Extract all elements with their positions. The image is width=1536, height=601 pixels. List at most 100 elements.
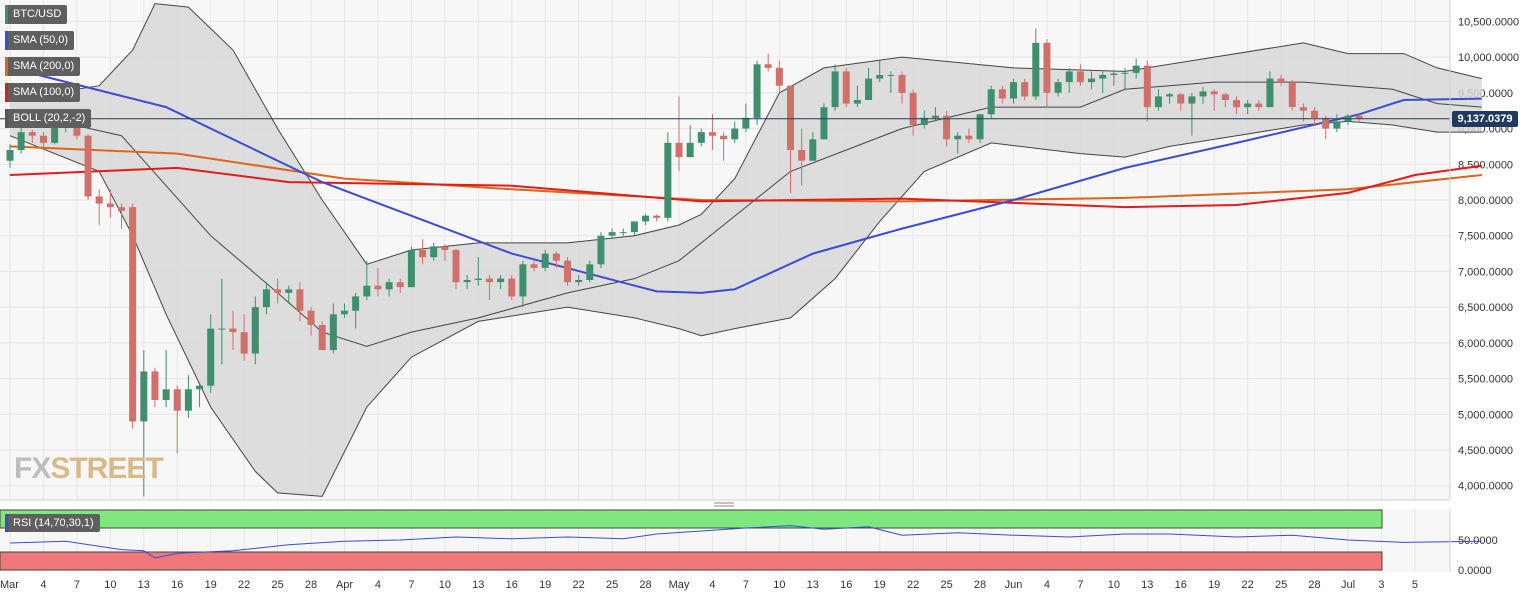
legend-rsi[interactable]: RSI (14,70,30,1) — [5, 514, 100, 532]
candle-body — [552, 253, 560, 261]
candle-body — [329, 314, 337, 350]
candle-body — [842, 71, 850, 104]
candle-body — [898, 75, 906, 93]
x-tick-label: 16 — [840, 579, 852, 591]
legend-symbol-label: BTC/USD — [13, 8, 62, 20]
candle-body — [341, 310, 348, 315]
candle-body — [474, 278, 482, 280]
candle-body — [17, 132, 25, 150]
candle-body — [162, 389, 170, 400]
bollinger-upper-line — [9, 3, 1482, 265]
x-tick-label: Jul — [1341, 579, 1355, 591]
x-tick-label: 25 — [1275, 579, 1287, 591]
candle-body — [39, 135, 47, 143]
candle-body — [374, 285, 382, 290]
pane-splitter — [714, 502, 734, 507]
x-tick-label: 22 — [1242, 579, 1254, 591]
candle-body — [508, 278, 516, 297]
candle-body — [876, 75, 884, 79]
candle-body — [519, 264, 527, 297]
bollinger-band-area — [10, 3, 1482, 497]
candle-body — [775, 67, 783, 86]
candle-body — [608, 232, 616, 236]
candle-body — [820, 107, 828, 140]
candle-body — [296, 289, 304, 311]
candle-body — [485, 278, 493, 283]
x-tick-label: 22 — [573, 579, 585, 591]
candle-body — [1322, 117, 1330, 129]
candle-body — [909, 92, 917, 125]
candle-body — [920, 117, 928, 125]
candle-body — [720, 135, 728, 140]
candle-body — [1088, 78, 1096, 83]
candle-body — [887, 75, 895, 76]
candle-body — [1199, 91, 1207, 97]
candle-body — [686, 142, 694, 158]
candle-body — [1010, 82, 1017, 99]
candle-body — [1121, 72, 1129, 74]
candle-body — [318, 325, 326, 350]
candle-body — [430, 246, 438, 258]
y-tick-label: 5,500.0000 — [1458, 374, 1513, 386]
candle-body — [207, 328, 215, 386]
candle-body — [597, 235, 605, 265]
fxstreet-watermark: FXSTREET — [14, 452, 164, 485]
sma100-swatch — [5, 83, 8, 102]
x-tick-label: 13 — [807, 579, 819, 591]
candle-body — [363, 285, 371, 297]
candle-body — [95, 196, 103, 204]
candle-body — [396, 282, 404, 288]
candle-body — [385, 282, 393, 290]
x-tick-label: 13 — [1141, 579, 1153, 591]
bollinger-middle-line — [9, 81, 1482, 347]
legend-sma50[interactable]: SMA (50,0) — [5, 31, 75, 50]
x-tick-label: 28 — [974, 579, 986, 591]
candle-body — [642, 215, 650, 222]
legend-sma100[interactable]: SMA (100,0) — [5, 83, 81, 102]
x-tick-label: 7 — [74, 579, 80, 591]
legend-symbol[interactable]: BTC/USD — [5, 5, 68, 24]
x-tick-label: 16 — [506, 579, 518, 591]
x-tick-label: May — [669, 579, 690, 591]
candle-body — [106, 203, 114, 208]
candle-body — [497, 278, 505, 283]
y-tick-label: 4,000.0000 — [1458, 481, 1513, 493]
candle-body — [708, 132, 716, 136]
legend-rsi-label: RSI (14,70,30,1) — [13, 517, 94, 529]
candle-body — [1311, 110, 1319, 118]
candle-body — [352, 296, 360, 311]
candle-body — [865, 78, 873, 100]
x-tick-label: 10 — [104, 579, 116, 591]
y-tick-label: 5,000.0000 — [1458, 409, 1513, 421]
candle-body — [140, 371, 148, 422]
y-tick-label: 10,000.0000 — [1458, 52, 1519, 64]
legend-sma200[interactable]: SMA (200,0) — [5, 57, 81, 76]
candle-body — [697, 132, 705, 143]
rsi-line — [9, 525, 1482, 559]
candle-body — [675, 142, 683, 158]
candle-body — [1266, 78, 1274, 108]
candle-body — [831, 71, 839, 108]
candle-body — [987, 89, 995, 115]
candle-body — [630, 221, 638, 233]
candle-body — [619, 232, 627, 234]
x-tick-label: 22 — [907, 579, 919, 591]
candle-body — [1255, 103, 1263, 108]
candle-body — [1099, 75, 1107, 79]
candle-body — [307, 310, 315, 325]
candle-body — [731, 128, 739, 140]
candle-body — [1221, 94, 1229, 100]
x-tick-label: 19 — [1208, 579, 1220, 591]
legend-boll[interactable]: BOLL (20,2,-2) — [5, 109, 92, 128]
candle-body — [541, 253, 549, 268]
candle-body — [1299, 107, 1307, 111]
candle-body — [586, 264, 594, 280]
candle-body — [1355, 115, 1363, 119]
x-tick-label: 25 — [606, 579, 618, 591]
candle-body — [809, 139, 817, 161]
legend-sma100-label: SMA (100,0) — [13, 86, 75, 98]
candle-body — [463, 280, 471, 283]
candle-body — [407, 250, 415, 288]
